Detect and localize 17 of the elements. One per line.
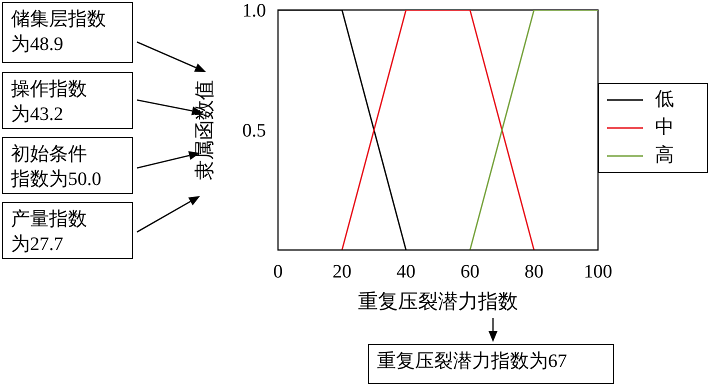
legend-label: 中	[655, 116, 674, 140]
legend-label: 低	[655, 88, 674, 112]
x-tick-label: 80	[524, 261, 544, 282]
y-tick-label: 0.5	[242, 120, 266, 142]
y-tick-label: 1.0	[242, 0, 266, 22]
x-tick-label: 100	[584, 261, 612, 282]
legend-label: 高	[655, 144, 674, 168]
x-tick-label: 60	[460, 261, 480, 282]
text: 储集层指数为48.9	[11, 8, 107, 57]
x-tick-label: 0	[273, 261, 283, 282]
x-tick-label: 20	[332, 261, 352, 282]
text: 初始条件指数为50.0	[11, 143, 102, 192]
text: 产量指数为27.7	[11, 208, 88, 257]
text: 重复压裂潜力指数为67	[368, 344, 614, 384]
text: 操作指数为43.2	[11, 78, 88, 127]
x-tick-label: 40	[396, 261, 416, 282]
x-axis-title: 重复压裂潜力指数	[358, 291, 518, 313]
